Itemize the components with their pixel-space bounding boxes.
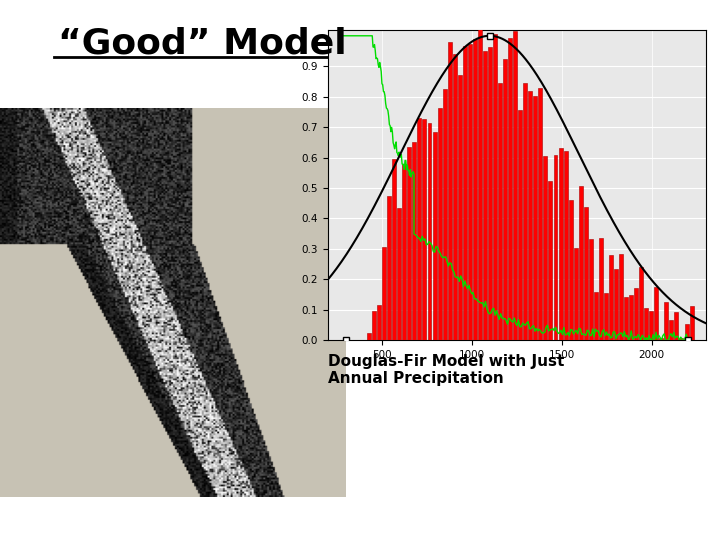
Bar <box>478 18 482 340</box>
Bar <box>392 159 396 340</box>
Bar <box>448 42 451 340</box>
Bar <box>463 46 467 340</box>
Bar <box>372 310 376 340</box>
Bar <box>508 38 512 340</box>
Bar <box>488 46 492 340</box>
Bar <box>498 83 502 340</box>
Bar <box>518 110 522 340</box>
Text: “Good” Model: “Good” Model <box>58 27 346 61</box>
Bar <box>418 118 421 340</box>
Bar <box>685 325 688 340</box>
Bar <box>523 84 527 340</box>
Bar <box>468 44 472 340</box>
Bar <box>483 51 487 340</box>
Bar <box>382 247 386 340</box>
Bar <box>544 156 547 340</box>
Text: Douglas-Fir Model with Just
Annual Precipitation: Douglas-Fir Model with Just Annual Preci… <box>328 354 564 386</box>
Bar <box>690 307 693 340</box>
Bar <box>624 298 628 340</box>
Bar <box>433 132 436 340</box>
Bar <box>634 288 638 340</box>
Bar <box>675 312 678 340</box>
Bar <box>609 255 613 340</box>
Bar <box>413 142 416 340</box>
Bar <box>629 295 633 340</box>
Bar <box>554 155 557 340</box>
Bar <box>569 200 572 340</box>
Bar <box>680 338 683 340</box>
Bar <box>589 239 593 340</box>
Bar <box>423 119 426 340</box>
Bar <box>493 33 497 340</box>
Bar <box>639 267 643 340</box>
Bar <box>665 302 668 340</box>
Bar <box>660 338 663 340</box>
Bar <box>649 311 653 340</box>
Bar <box>534 96 537 340</box>
Bar <box>528 91 532 340</box>
Bar <box>579 186 582 340</box>
Bar <box>428 123 431 340</box>
Bar <box>397 208 401 340</box>
Bar <box>549 180 552 340</box>
Bar <box>367 333 371 340</box>
Bar <box>387 196 391 340</box>
Bar <box>438 109 441 340</box>
Bar <box>402 164 406 340</box>
Bar <box>453 54 456 340</box>
Bar <box>574 248 577 340</box>
Bar <box>513 31 517 340</box>
Bar <box>408 147 411 340</box>
Bar <box>654 287 658 340</box>
Bar <box>594 292 598 340</box>
Bar <box>473 38 477 340</box>
Bar <box>458 76 462 340</box>
Bar <box>443 89 446 340</box>
Bar <box>564 151 567 340</box>
Bar <box>539 87 542 340</box>
Bar <box>584 207 588 340</box>
Bar <box>503 59 507 340</box>
Bar <box>377 305 381 340</box>
Bar <box>670 320 673 340</box>
Bar <box>599 238 603 340</box>
Bar <box>614 269 618 340</box>
Bar <box>559 148 562 340</box>
Bar <box>644 308 648 340</box>
Bar <box>604 293 608 340</box>
Bar <box>619 254 623 340</box>
